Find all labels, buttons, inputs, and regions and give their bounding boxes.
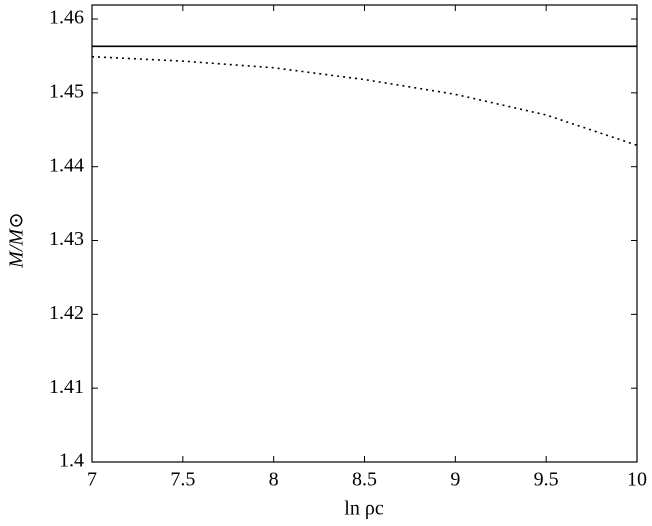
y-tick-label: 1.46 xyxy=(49,7,84,29)
x-tick-label: 10 xyxy=(627,469,647,491)
x-axis-label: ln ρc xyxy=(344,498,384,520)
x-tick-label: 7.5 xyxy=(170,469,195,491)
y-tick-label: 1.44 xyxy=(49,154,84,176)
y-tick-label: 1.4 xyxy=(59,450,84,472)
y-axis-label: M/M⊙ xyxy=(6,212,28,269)
plot-frame xyxy=(91,4,638,463)
y-tick-label: 1.43 xyxy=(49,228,84,250)
x-tick-label: 7 xyxy=(87,469,97,491)
y-tick-label: 1.45 xyxy=(49,80,84,102)
line-series xyxy=(91,55,638,147)
x-tick-label: 9.5 xyxy=(534,469,559,491)
y-tick-label: 1.41 xyxy=(49,376,84,398)
y-tick-label: 1.42 xyxy=(49,302,84,324)
x-tick-label: 9 xyxy=(450,469,460,491)
x-tick-label: 8.5 xyxy=(352,469,377,491)
x-tick-label: 8 xyxy=(269,469,279,491)
